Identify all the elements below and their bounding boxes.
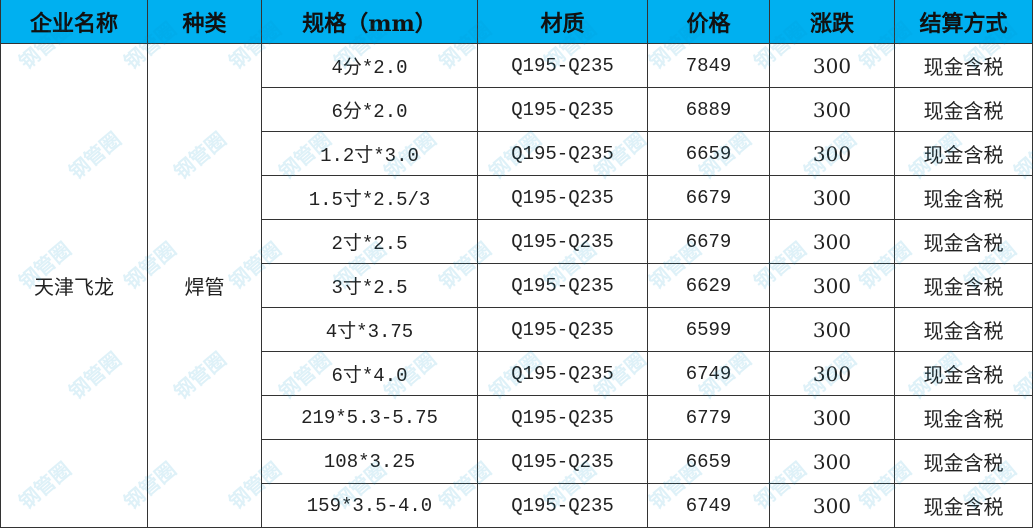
table-cell: 300: [770, 264, 895, 308]
table-cell: 现金含税: [895, 220, 1033, 264]
table-cell: 6679: [648, 176, 770, 220]
header-cell: 涨跌: [770, 0, 895, 44]
table-cell: 现金含税: [895, 264, 1033, 308]
table-cell: 6599: [648, 308, 770, 352]
table-cell: 3寸*2.5: [262, 264, 478, 308]
table-cell: Q195-Q235: [478, 88, 648, 132]
table-cell: 4寸*3.75: [262, 308, 478, 352]
type-cell: 焊管: [148, 44, 262, 528]
table-cell: 6679: [648, 220, 770, 264]
table-cell: 1.2寸*3.0: [262, 132, 478, 176]
table-cell: 4分*2.0: [262, 44, 478, 88]
table-cell: 300: [770, 440, 895, 484]
company-cell: 天津飞龙: [0, 44, 148, 528]
table-cell: 2寸*2.5: [262, 220, 478, 264]
table-cell: Q195-Q235: [478, 44, 648, 88]
table-cell: 现金含税: [895, 440, 1033, 484]
table-cell: 219*5.3-5.75: [262, 396, 478, 440]
table-cell: 6779: [648, 396, 770, 440]
table-cell: 6889: [648, 88, 770, 132]
table-cell: Q195-Q235: [478, 264, 648, 308]
table-cell: 现金含税: [895, 44, 1033, 88]
table-cell: 1.5寸*2.5/3: [262, 176, 478, 220]
table-cell: 300: [770, 176, 895, 220]
table-cell: 6749: [648, 352, 770, 396]
table-cell: 6629: [648, 264, 770, 308]
table-cell: Q195-Q235: [478, 176, 648, 220]
table-cell: 6659: [648, 132, 770, 176]
table-cell: 159*3.5-4.0: [262, 484, 478, 528]
table-cell: 300: [770, 220, 895, 264]
table-cell: 现金含税: [895, 176, 1033, 220]
table-cell: 7849: [648, 44, 770, 88]
table-cell: 300: [770, 396, 895, 440]
table-cell: 6分*2.0: [262, 88, 478, 132]
header-cell: 材质: [478, 0, 648, 44]
header-cell: 价格: [648, 0, 770, 44]
table-cell: Q195-Q235: [478, 484, 648, 528]
table-cell: 108*3.25: [262, 440, 478, 484]
table-cell: 现金含税: [895, 484, 1033, 528]
table-cell: Q195-Q235: [478, 352, 648, 396]
table-cell: Q195-Q235: [478, 308, 648, 352]
table-cell: 6659: [648, 440, 770, 484]
table-cell: 300: [770, 484, 895, 528]
header-cell: 种类: [148, 0, 262, 44]
table-cell: Q195-Q235: [478, 396, 648, 440]
table-cell: 300: [770, 132, 895, 176]
table-cell: Q195-Q235: [478, 440, 648, 484]
table-cell: 现金含税: [895, 396, 1033, 440]
table-cell: 6749: [648, 484, 770, 528]
table-cell: Q195-Q235: [478, 220, 648, 264]
table-cell: 300: [770, 88, 895, 132]
table-cell: Q195-Q235: [478, 132, 648, 176]
table-cell: 300: [770, 44, 895, 88]
header-cell: 规格（mm）: [262, 0, 478, 44]
table-cell: 现金含税: [895, 132, 1033, 176]
header-cell: 企业名称: [0, 0, 148, 44]
table-cell: 6寸*4.0: [262, 352, 478, 396]
header-cell: 结算方式: [895, 0, 1033, 44]
table-cell: 现金含税: [895, 88, 1033, 132]
table-cell: 300: [770, 308, 895, 352]
table-cell: 现金含税: [895, 352, 1033, 396]
table-cell: 现金含税: [895, 308, 1033, 352]
table-cell: 300: [770, 352, 895, 396]
